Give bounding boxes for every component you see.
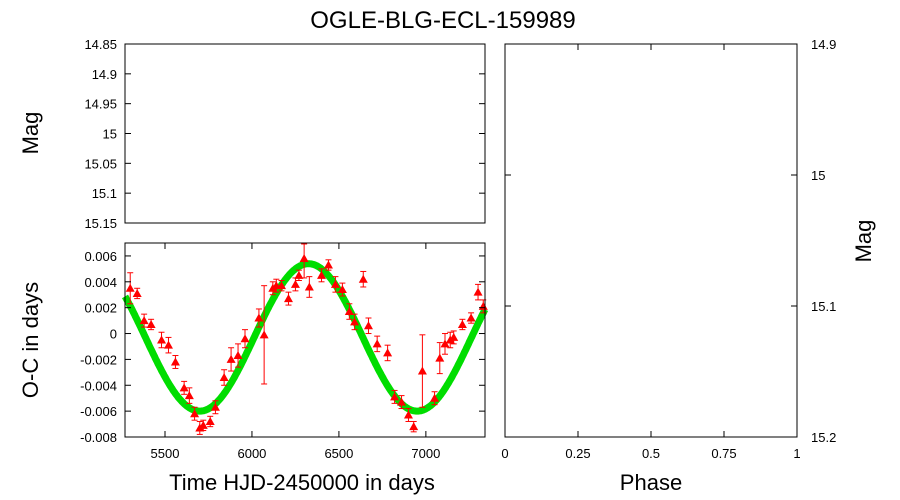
oc-point-37 [383,348,393,357]
oc-point-23 [283,294,293,303]
oc-fit-curve [121,260,489,415]
oc-point-40 [403,410,413,419]
oc-point-1 [132,288,142,297]
phase-curve-x-title: Phase [620,470,682,495]
oc-diagram-y-title: O-C in days [18,282,43,398]
phase-curve-x-tick-label: 0.25 [565,446,590,461]
oc-point-17 [240,334,250,343]
lightcurve-time-y-tick-label: 15 [103,127,117,142]
oc-point-30 [330,279,340,288]
phase-curve-x-tick-label: 0.5 [642,446,660,461]
oc-point-0 [125,283,135,292]
lightcurve-time-y-tick-label: 15.05 [84,156,117,171]
figure-title: OGLE-BLG-ECL-159989 [310,7,575,34]
oc-point-33 [350,317,360,326]
oc-diagram-y-tick-label: -0.002 [80,352,117,367]
oc-point-31 [337,285,347,294]
oc-point-50 [473,287,483,296]
oc-point-43 [430,393,440,402]
oc-diagram-y-tick-label: 0.004 [84,275,117,290]
lightcurve-time-y-tick-label: 15.15 [84,216,117,231]
oc-diagram-x-ticks: 5500 6000 6500 7000 [151,243,440,461]
oc-fit-line [121,260,489,415]
oc-diagram-y-ticks: -0.008 -0.006 -0.004 -0.002 0 0.002 0.004 0.006 [80,249,485,445]
phase-curve-y-tick-label: 14.9 [811,37,836,52]
lightcurve-time-y-tick-label: 14.95 [84,97,117,112]
phase-curve-x-ticks: 0 0.25 0.5 0.75 1 [501,44,801,461]
oc-point-16 [233,351,243,360]
oc-point-42 [417,366,427,375]
phase-curve-y-title: Mag [851,220,876,263]
lightcurve-time-y-tick-label: 15.1 [92,186,117,201]
oc-point-35 [363,321,373,330]
oc-point-28 [317,270,327,279]
oc-point-49 [466,313,476,322]
oc-diagram-y-tick-label: -0.004 [80,378,117,393]
oc-point-29 [323,260,333,269]
oc-data-points [125,243,488,435]
oc-diagram-x-tick-label: 6000 [237,446,266,461]
oc-point-36 [372,339,382,348]
oc-point-15 [226,354,236,363]
oc-diagram-y-tick-label: -0.008 [80,430,117,445]
oc-point-45 [440,339,450,348]
oc-point-5 [163,340,173,349]
phase-curve-y-tick-label: 15.1 [811,299,836,314]
oc-diagram-frame [124,242,486,438]
oc-point-48 [457,319,467,328]
oc-point-6 [170,357,180,366]
phase-curve-y-tick-label: 15.2 [811,430,836,445]
oc-point-25 [294,270,304,279]
oc-point-27 [304,282,314,291]
oc-point-18 [254,313,264,322]
oc-point-47 [449,332,459,341]
phase-curve-y-tick-label: 15 [811,168,825,183]
oc-point-32 [344,307,354,316]
oc-point-19 [259,330,269,339]
oc-diagram-x-tick-label: 5500 [151,446,180,461]
lightcurve-time-panel: 14.85 14.9 14.95 15 15.05 15.1 15.15 Mag [18,0,486,231]
oc-diagram-y-tick-label: -0.006 [80,404,117,419]
oc-point-7 [179,383,189,392]
oc-point-2 [139,316,149,325]
phase-curve-panel: 14.9 15 15.1 15.2 0 0.25 0.5 0.75 1 Mag Phase [501,0,876,495]
oc-point-41 [409,422,419,431]
lightcurve-time-y-ticks: 14.85 14.9 14.95 15 15.05 15.1 15.15 [84,37,485,231]
phase-curve-y-ticks: 14.9 15 15.1 15.2 [505,37,836,445]
phase-curve-x-tick-label: 0.75 [711,446,736,461]
lightcurve-time-y-tick-label: 14.9 [92,67,117,82]
phase-curve-x-tick-label: 1 [793,446,800,461]
oc-point-12 [205,416,215,425]
oc-diagram-x-tick-label: 7000 [411,446,440,461]
oc-diagram-panel: -0.008 -0.006 -0.004 -0.002 0 0.002 0.004 0.006… [18,242,489,495]
oc-point-24 [290,279,300,288]
oc-point-22 [277,281,287,290]
phase-curve-x-tick-label: 0 [501,446,508,461]
oc-point-26 [299,254,309,263]
oc-diagram-y-tick-label: 0.006 [84,249,117,264]
oc-point-39 [397,397,407,406]
oc-diagram-x-title: Time HJD-2450000 in days [169,470,435,495]
oc-point-13 [210,402,220,411]
oc-point-14 [219,373,229,382]
lightcurve-time-y-title: Mag [18,112,43,155]
oc-point-9 [190,409,200,418]
oc-point-34 [358,274,368,283]
oc-point-3 [146,319,156,328]
lightcurve-time-y-tick-label: 14.85 [84,37,117,52]
oc-point-38 [390,392,400,401]
oc-diagram-y-tick-label: 0 [110,327,117,342]
oc-point-11 [198,420,208,429]
oc-point-4 [157,335,167,344]
oc-diagram-y-tick-label: 0.002 [84,301,117,316]
oc-point-44 [435,353,445,362]
oc-diagram-x-tick-label: 6500 [324,446,353,461]
oc-point-8 [184,391,194,400]
